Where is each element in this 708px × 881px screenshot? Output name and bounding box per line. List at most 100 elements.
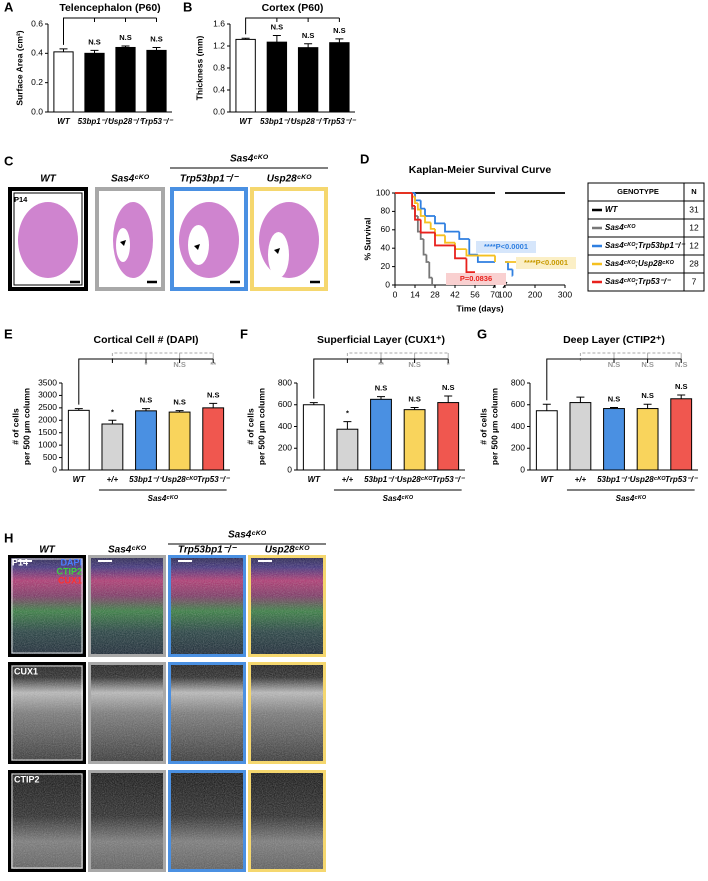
- y-tick-label: 0: [385, 279, 390, 289]
- x-tick-label: +/+: [342, 475, 354, 484]
- y-tick-label: 500: [43, 452, 57, 462]
- channel-label: CTIP2: [56, 566, 82, 576]
- survival-step: [424, 216, 431, 224]
- error-bar: [304, 43, 313, 48]
- x-tick-label: 14: [410, 289, 420, 299]
- image-frame: [248, 662, 326, 764]
- x-tick-label: 200: [528, 289, 542, 299]
- y-tick-label: 0.4: [213, 84, 225, 94]
- significance-label: N.S: [442, 383, 455, 392]
- arrowhead: [120, 240, 126, 246]
- micrograph-speckle: [248, 555, 326, 657]
- y-tick-label: 200: [511, 443, 525, 453]
- error-bar: [444, 395, 453, 403]
- image-frame-inner: [11, 773, 83, 869]
- group-label: Sas4ᶜᴷᴼ: [383, 494, 414, 503]
- column-label: Usp28ᶜᴷᴼ: [267, 174, 312, 185]
- image-frame: [88, 770, 166, 872]
- error-bar: [209, 402, 218, 408]
- error-bar: [90, 49, 99, 54]
- x-tick-label: WT: [57, 117, 71, 126]
- significance-label: N.S: [641, 391, 654, 400]
- arrowhead: [194, 244, 200, 250]
- y-tick-label: 2000: [38, 415, 57, 425]
- y-tick-label: 2500: [38, 402, 57, 412]
- legend-n: 7: [692, 276, 697, 286]
- y-tick-label: 1500: [38, 427, 57, 437]
- bracket: [63, 17, 157, 45]
- significance-label: N.S: [173, 360, 186, 369]
- brain-section: [179, 202, 239, 278]
- y-tick-label: 800: [278, 377, 292, 387]
- survival-step: [454, 242, 467, 251]
- survival-step: [465, 258, 475, 274]
- bar: [53, 51, 74, 113]
- x-tick-label: Trp53⁻/⁻: [665, 475, 698, 484]
- y-axis-label: Surface Area (cm²): [14, 30, 24, 105]
- bracket: [546, 358, 682, 401]
- error-bar: [610, 406, 618, 409]
- brain-section: [18, 202, 78, 278]
- y-tick-label: 0.0: [31, 106, 43, 116]
- bar: [336, 428, 359, 471]
- legend-n: 28: [689, 258, 699, 268]
- annotation: ****P<0.0001: [524, 258, 568, 267]
- x-tick-label: 53bp1⁻/⁻: [129, 475, 164, 484]
- column-label: Usp28ᶜᴷᴼ: [265, 545, 310, 556]
- y-axis-label: Thickness (mm): [194, 35, 204, 100]
- x-tick-label: WT: [239, 117, 253, 126]
- survival-step: [454, 245, 467, 260]
- x-tick-label: +/+: [575, 475, 587, 484]
- significance-label: N.S: [302, 31, 315, 40]
- significance-label: **: [378, 360, 384, 369]
- bar: [636, 408, 659, 471]
- error-bar: [677, 394, 686, 399]
- bar: [569, 402, 592, 471]
- micrograph-speckle: [8, 662, 86, 764]
- channel-label: DAPI: [60, 557, 82, 567]
- y-tick-label: 800: [511, 377, 525, 387]
- x-tick-label: 28: [430, 289, 440, 299]
- error-bar: [309, 402, 318, 405]
- x-tick-label: 0: [393, 289, 398, 299]
- column-label: Sas4ᶜᴷᴼ: [111, 174, 149, 185]
- x-tick-label: WT: [308, 475, 322, 484]
- image-frame: [168, 770, 246, 872]
- x-tick-label: 70: [490, 289, 500, 299]
- significance-label: N.S: [333, 26, 346, 35]
- significance-label: N.S: [173, 398, 186, 407]
- image-frame: [168, 555, 246, 657]
- y-tick-label: 20: [381, 261, 391, 271]
- bar: [437, 402, 460, 471]
- significance-label: *: [346, 409, 349, 418]
- significance-label: N.S: [608, 360, 621, 369]
- bar: [403, 409, 426, 471]
- panel-letter: B: [183, 0, 192, 14]
- error-bar: [643, 403, 652, 409]
- x-tick-label: Usp28ᶜᴷᴼ: [630, 475, 666, 484]
- x-tick-label: WT: [541, 475, 555, 484]
- survival-step: [411, 193, 415, 207]
- bar: [84, 52, 105, 113]
- x-tick-label: 53bp1⁻/⁻: [597, 475, 632, 484]
- y-tick-label: 3500: [38, 377, 57, 387]
- survival-step: [422, 239, 427, 256]
- micrograph-speckle: [248, 770, 326, 872]
- x-tick-label: Trp53⁻/⁻: [432, 475, 465, 484]
- x-tick-label: Usp28⁻/⁻: [108, 117, 143, 126]
- micrograph-speckle: [168, 662, 246, 764]
- stage-label: P14: [14, 195, 28, 204]
- error-bar: [59, 48, 68, 52]
- x-tick-label: Usp28⁻/⁻: [291, 117, 326, 126]
- survival-step: [419, 200, 425, 210]
- survival-step: [434, 232, 455, 247]
- bracket: [245, 17, 340, 35]
- panel-letter: C: [4, 153, 14, 168]
- annotation: P=0.0836: [460, 274, 492, 283]
- x-tick-label: 53bp1⁻/⁻: [364, 475, 399, 484]
- group-label: Sas4ᶜᴷᴼ: [230, 154, 268, 165]
- column-label: Trp53bp1⁻/⁻: [180, 174, 240, 185]
- x-tick-label: Trp53⁻/⁻: [197, 475, 230, 484]
- bracket: [346, 352, 449, 361]
